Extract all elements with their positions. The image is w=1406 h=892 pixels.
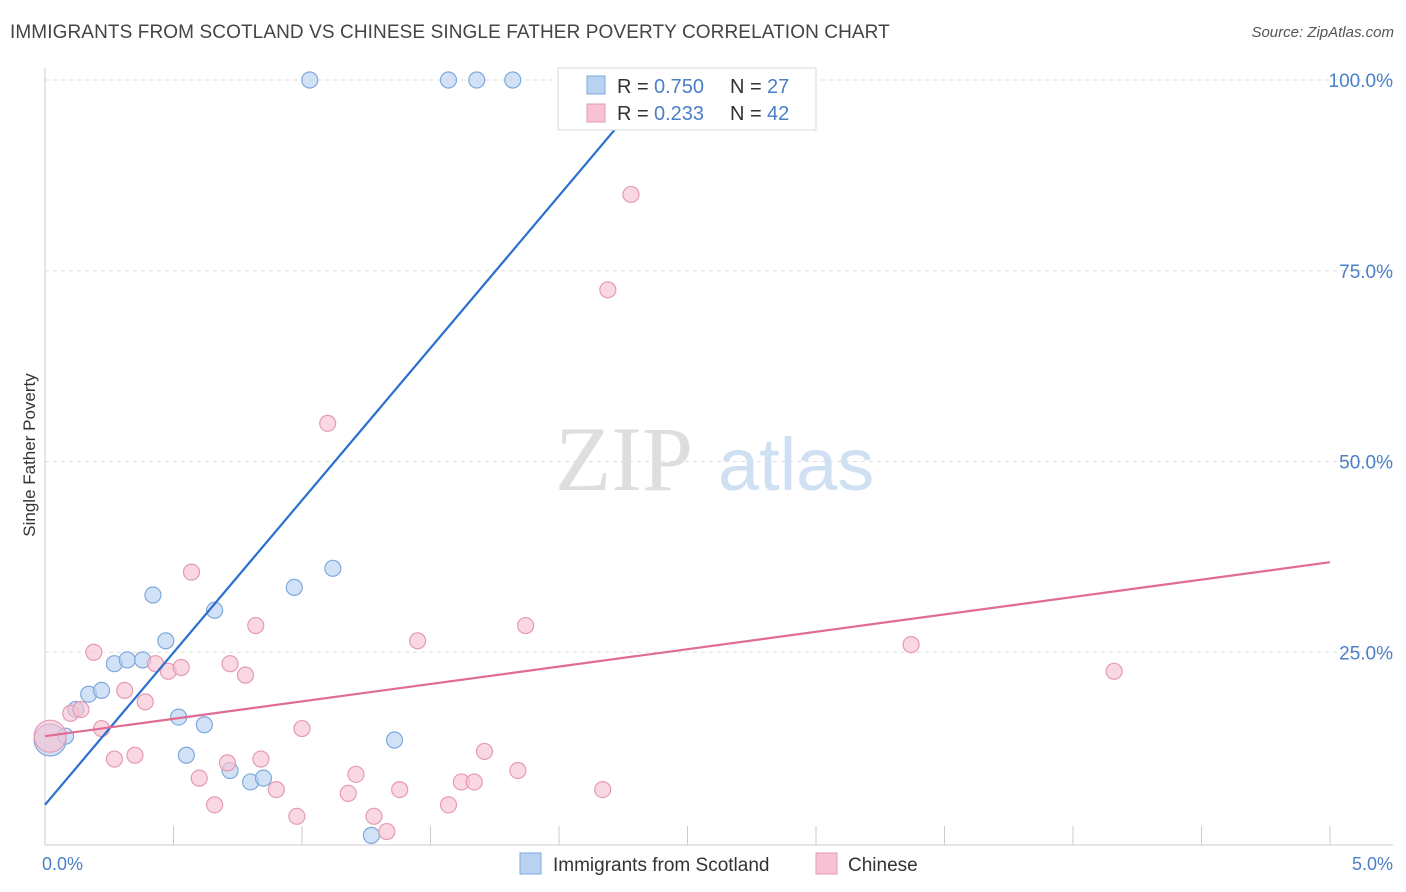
point-chinese-23 bbox=[319, 414, 337, 432]
watermark-zip: ZIP bbox=[555, 408, 693, 510]
point-chinese-12 bbox=[182, 563, 201, 581]
chart-title: IMMIGRANTS FROM SCOTLAND VS CHINESE SING… bbox=[10, 22, 890, 43]
trend-lines bbox=[44, 79, 1331, 806]
legend-r-value-2: 0.233 bbox=[654, 103, 704, 125]
x-tick-labels: 0.0% 5.0% bbox=[42, 854, 1393, 874]
point-chinese-13 bbox=[190, 769, 208, 787]
point-chinese-40 bbox=[1105, 662, 1123, 680]
point-chinese-32 bbox=[465, 773, 483, 791]
point-chinese-14 bbox=[206, 796, 224, 814]
series-legend-swatch-chinese bbox=[815, 852, 838, 875]
correlation-legend: R = 0.750 N = 27 R = 0.233 N = 42 bbox=[557, 67, 817, 131]
y-tick-label-3: 25.0% bbox=[1339, 643, 1393, 664]
legend-n-value-2: 42 bbox=[767, 103, 789, 125]
point-scotland-4 bbox=[92, 681, 111, 700]
point-scotland-22 bbox=[439, 71, 458, 89]
point-chinese-30 bbox=[439, 796, 458, 814]
point-chinese-16 bbox=[221, 655, 239, 673]
point-scotland-6 bbox=[118, 651, 136, 669]
point-chinese-18 bbox=[247, 616, 265, 635]
point-chinese-15 bbox=[218, 754, 237, 772]
point-chinese-39 bbox=[902, 636, 920, 654]
x-tick-label-1: 5.0% bbox=[1352, 854, 1393, 874]
point-chinese-11 bbox=[172, 658, 190, 677]
y-tick-label-2: 50.0% bbox=[1339, 453, 1393, 474]
point-chinese-6 bbox=[116, 681, 134, 700]
series-legend-label-chinese: Chinese bbox=[848, 855, 918, 876]
point-chinese-35 bbox=[516, 616, 535, 635]
point-chinese-29 bbox=[409, 632, 427, 650]
trend-line-chinese bbox=[44, 561, 1331, 738]
point-chinese-7 bbox=[126, 746, 144, 764]
point-chinese-22 bbox=[293, 719, 311, 738]
legend-swatch-chinese bbox=[586, 103, 606, 123]
legend-r-value-1: 0.750 bbox=[654, 76, 704, 98]
y-axis-label: Single Father Poverty bbox=[20, 373, 39, 537]
point-chinese-27 bbox=[378, 822, 396, 841]
point-chinese-3 bbox=[85, 643, 103, 661]
point-chinese-33 bbox=[475, 742, 494, 761]
point-chinese-5 bbox=[105, 750, 123, 768]
point-chinese-38 bbox=[622, 185, 640, 204]
point-chinese-20 bbox=[267, 780, 285, 799]
point-chinese-28 bbox=[391, 780, 409, 799]
point-scotland-20 bbox=[362, 826, 380, 844]
point-chinese-24 bbox=[339, 784, 357, 803]
legend-n-label-2: N = bbox=[730, 103, 762, 125]
point-chinese-8 bbox=[136, 693, 154, 711]
legend-n-value-1: 27 bbox=[767, 76, 789, 98]
point-chinese-17 bbox=[236, 666, 255, 684]
legend-n-label-1: N = bbox=[730, 76, 762, 98]
point-chinese-36 bbox=[594, 780, 612, 799]
y-tick-label-1: 75.0% bbox=[1339, 262, 1393, 283]
point-scotland-24 bbox=[504, 71, 522, 89]
point-scotland-11 bbox=[177, 746, 195, 764]
point-chinese-2 bbox=[72, 700, 90, 719]
point-scotland-18 bbox=[301, 71, 319, 89]
point-scotland-16 bbox=[254, 769, 273, 787]
point-chinese-26 bbox=[365, 807, 383, 825]
x-tick-label-0: 0.0% bbox=[42, 854, 83, 874]
y-tick-label-0: 100.0% bbox=[1329, 71, 1394, 92]
series-legend-swatch-scotland bbox=[519, 852, 542, 875]
point-scotland-21 bbox=[385, 731, 404, 749]
source-credit: Source: ZipAtlas.com bbox=[1251, 24, 1394, 41]
trend-line-scotland bbox=[44, 79, 658, 806]
series-legend-label-scotland: Immigrants from Scotland bbox=[553, 855, 769, 876]
point-scotland-9 bbox=[157, 632, 175, 650]
legend-swatch-scotland bbox=[586, 75, 606, 95]
point-scotland-8 bbox=[144, 586, 162, 604]
series-legend: Immigrants from Scotland Chinese bbox=[519, 852, 918, 876]
point-chinese-34 bbox=[509, 761, 527, 780]
point-chinese-19 bbox=[252, 750, 270, 768]
point-chinese-21 bbox=[288, 807, 306, 825]
legend-r-label-2: R = bbox=[617, 103, 649, 125]
point-chinese-37 bbox=[599, 281, 617, 299]
point-scotland-17 bbox=[285, 578, 303, 596]
legend-r-label-1: R = bbox=[617, 76, 649, 98]
watermark-atlas: atlas bbox=[718, 423, 874, 506]
axes bbox=[44, 68, 1393, 846]
point-scotland-12 bbox=[195, 716, 213, 734]
point-scotland-19 bbox=[324, 559, 342, 577]
point-chinese-25 bbox=[347, 765, 365, 783]
y-tick-labels: 100.0% 75.0% 50.0% 25.0% bbox=[1329, 71, 1394, 664]
point-scotland-23 bbox=[468, 71, 486, 89]
